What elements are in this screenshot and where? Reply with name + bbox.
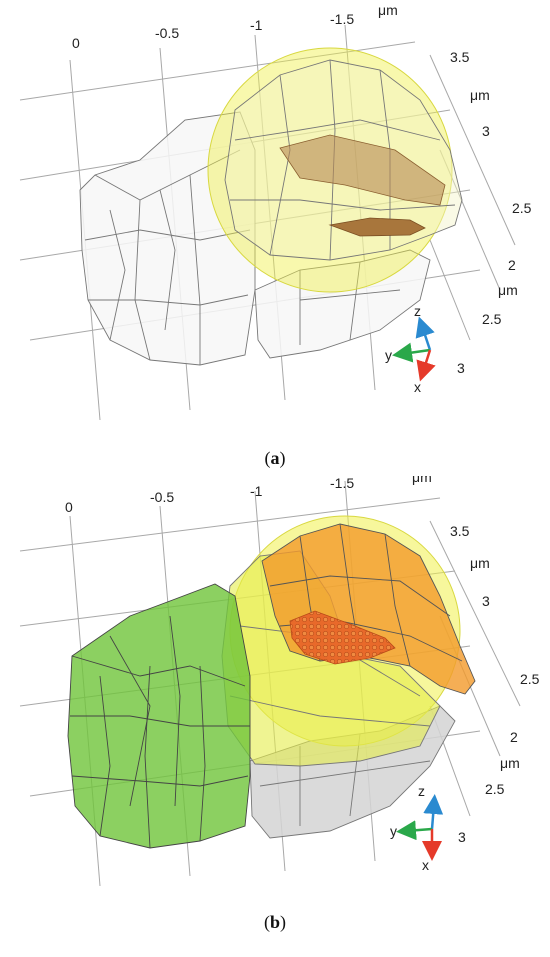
caption-a: (a) bbox=[264, 448, 286, 468]
unit-right-lower: μm bbox=[498, 282, 518, 298]
tick-right-lower-2: 3 bbox=[457, 360, 465, 376]
y-axis-arrow bbox=[392, 342, 431, 363]
tick-top-0: 0 bbox=[65, 499, 73, 515]
tick-top-2: -1 bbox=[250, 483, 263, 499]
x-axis-label: x bbox=[422, 857, 429, 873]
nucleus-lower bbox=[328, 217, 426, 237]
unit-top: μm bbox=[412, 476, 432, 485]
panel-b: 0 -0.5 -1 -1.5 μm 3.5 μm 3 2.5 2 μm 2.5 … bbox=[0, 469, 550, 952]
y-axis-arrow bbox=[396, 820, 433, 841]
y-axis-label: y bbox=[390, 823, 397, 839]
nucleus-upper bbox=[279, 134, 446, 206]
tick-right-upper-1: 3 bbox=[482, 593, 490, 609]
axis-triad bbox=[396, 794, 444, 861]
unit-right-upper: μm bbox=[470, 87, 490, 103]
unit-right-lower: μm bbox=[500, 755, 520, 771]
tick-right-upper-1: 3 bbox=[482, 123, 490, 139]
tick-top-1: -0.5 bbox=[150, 489, 174, 505]
unit-right-upper: μm bbox=[470, 555, 490, 571]
nucleus-dotted bbox=[289, 610, 396, 665]
cell-green bbox=[67, 583, 251, 849]
tick-right-lower-0: 2 bbox=[508, 257, 516, 273]
z-axis-label: z bbox=[414, 303, 421, 319]
tick-right-upper-2: 2.5 bbox=[512, 200, 532, 216]
tick-right-lower-1: 2.5 bbox=[485, 781, 505, 797]
panel-a: 0 -0.5 -1 -1.5 μm 3.5 μm 3 2.5 2 μm 2.5 … bbox=[0, 0, 550, 475]
tick-top-2: -1 bbox=[250, 17, 263, 33]
z-axis-arrow bbox=[423, 794, 444, 830]
tick-right-upper-2: 2.5 bbox=[520, 671, 540, 687]
tick-top-3: -1.5 bbox=[330, 476, 354, 491]
z-axis-arrow bbox=[415, 316, 435, 351]
z-axis-label: z bbox=[418, 783, 425, 799]
tick-right-lower-0: 2 bbox=[510, 729, 518, 745]
tick-right-lower-1: 2.5 bbox=[482, 311, 502, 327]
tick-right-lower-2: 3 bbox=[458, 829, 466, 845]
cell-mesh-left bbox=[79, 111, 256, 366]
panel-a-figure: 0 -0.5 -1 -1.5 μm 3.5 μm 3 2.5 2 μm 2.5 … bbox=[19, 2, 532, 421]
panel-b-figure: 0 -0.5 -1 -1.5 μm 3.5 μm 3 2.5 2 μm 2.5 … bbox=[19, 469, 540, 887]
caption-b: (b) bbox=[263, 912, 286, 932]
tick-top-1: -0.5 bbox=[155, 25, 179, 41]
cell-mesh-right bbox=[254, 249, 431, 359]
tick-top-0: 0 bbox=[72, 35, 80, 51]
unit-top: μm bbox=[378, 2, 398, 18]
x-axis-label: x bbox=[414, 379, 421, 395]
tick-right-upper-0: 3.5 bbox=[450, 523, 470, 539]
y-axis-label: y bbox=[385, 347, 392, 363]
tick-top-3: -1.5 bbox=[330, 11, 354, 27]
x-axis-arrow bbox=[416, 349, 436, 382]
tick-right-upper-0: 3.5 bbox=[450, 49, 470, 65]
axis-triad bbox=[392, 316, 436, 382]
